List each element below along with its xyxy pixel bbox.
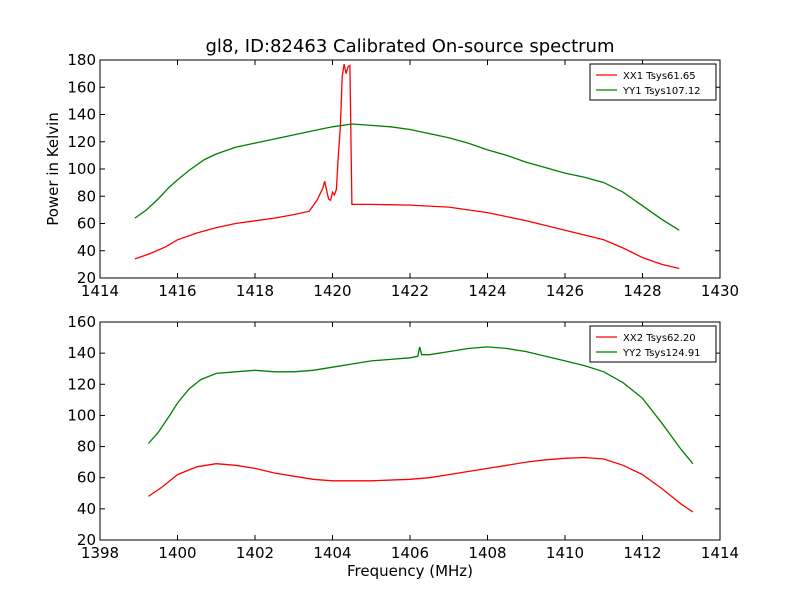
x-axis-label: Frequency (MHz) — [347, 562, 473, 580]
x-tick-label: 1428 — [623, 282, 661, 300]
y-tick-label: 60 — [77, 215, 96, 233]
x-tick-label: 1412 — [623, 544, 661, 562]
legend-label: XX1 Tsys61.65 — [623, 71, 696, 82]
x-tick-label: 1424 — [468, 282, 506, 300]
y-tick-label: 120 — [67, 133, 96, 151]
top-spectrum-panel: 1414 1416 1418 1420 1422 1424 1426 1428 1430 20 40… — [67, 51, 739, 300]
legend-box — [589, 63, 717, 101]
x-tick-label: 1404 — [313, 544, 351, 562]
x-tick-label: 1410 — [546, 544, 584, 562]
x-tick-label: 1400 — [158, 544, 196, 562]
x-tick-label: 1406 — [391, 544, 429, 562]
legend: XX2 Tsys62.20 YY2 Tsys124.91 — [589, 325, 717, 363]
x-tick-label: 1416 — [158, 282, 196, 300]
x-tick-label: 1402 — [236, 544, 274, 562]
y-tick-label: 80 — [77, 438, 96, 456]
y-tick-label: 40 — [77, 242, 96, 260]
legend-label: XX2 Tsys62.20 — [623, 333, 696, 344]
y-tick-label: 120 — [67, 375, 96, 393]
y-tick-label: 180 — [67, 51, 96, 69]
series-line-yy2 — [147, 346, 694, 465]
y-tick-label: 60 — [77, 469, 96, 487]
y-tick-label: 140 — [67, 106, 96, 124]
y-tick-label: 140 — [67, 344, 96, 362]
series-line-xx1 — [134, 63, 680, 270]
y-tick-label: 20 — [77, 269, 96, 287]
series-line-yy1 — [134, 123, 680, 231]
legend-label: YY1 Tsys107.12 — [622, 86, 701, 97]
x-tick-label: 1426 — [546, 282, 584, 300]
x-tick-label: 1414 — [81, 282, 119, 300]
legend: XX1 Tsys61.65 YY1 Tsys107.12 — [589, 63, 717, 101]
top-y-axis-label: Power in Kelvin — [44, 112, 62, 226]
x-tick-label: 1408 — [468, 544, 506, 562]
y-tick-label: 160 — [67, 313, 96, 331]
series-line-xx2 — [148, 456, 694, 513]
legend-box — [589, 325, 717, 363]
y-tick-label: 100 — [67, 160, 96, 178]
x-tick-label: 1398 — [81, 544, 119, 562]
y-tick-label: 20 — [77, 531, 96, 549]
y-tick-label: 100 — [67, 406, 96, 424]
x-tick-label: 1420 — [313, 282, 351, 300]
y-tick-label: 160 — [67, 78, 96, 96]
y-tick-label: 80 — [77, 187, 96, 205]
x-tick-label: 1430 — [701, 282, 739, 300]
x-tick-label: 1418 — [236, 282, 274, 300]
figure-title: gl8, ID:82463 Calibrated On-source spect… — [205, 36, 614, 57]
x-tick-label: 1422 — [391, 282, 429, 300]
x-tick-label: 1414 — [701, 544, 739, 562]
y-tick-label: 40 — [77, 500, 96, 518]
bottom-spectrum-panel: 1398 1400 1402 1404 1406 1408 1410 1412 1414 20 40… — [67, 313, 739, 562]
legend-label: YY2 Tsys124.91 — [622, 348, 701, 359]
